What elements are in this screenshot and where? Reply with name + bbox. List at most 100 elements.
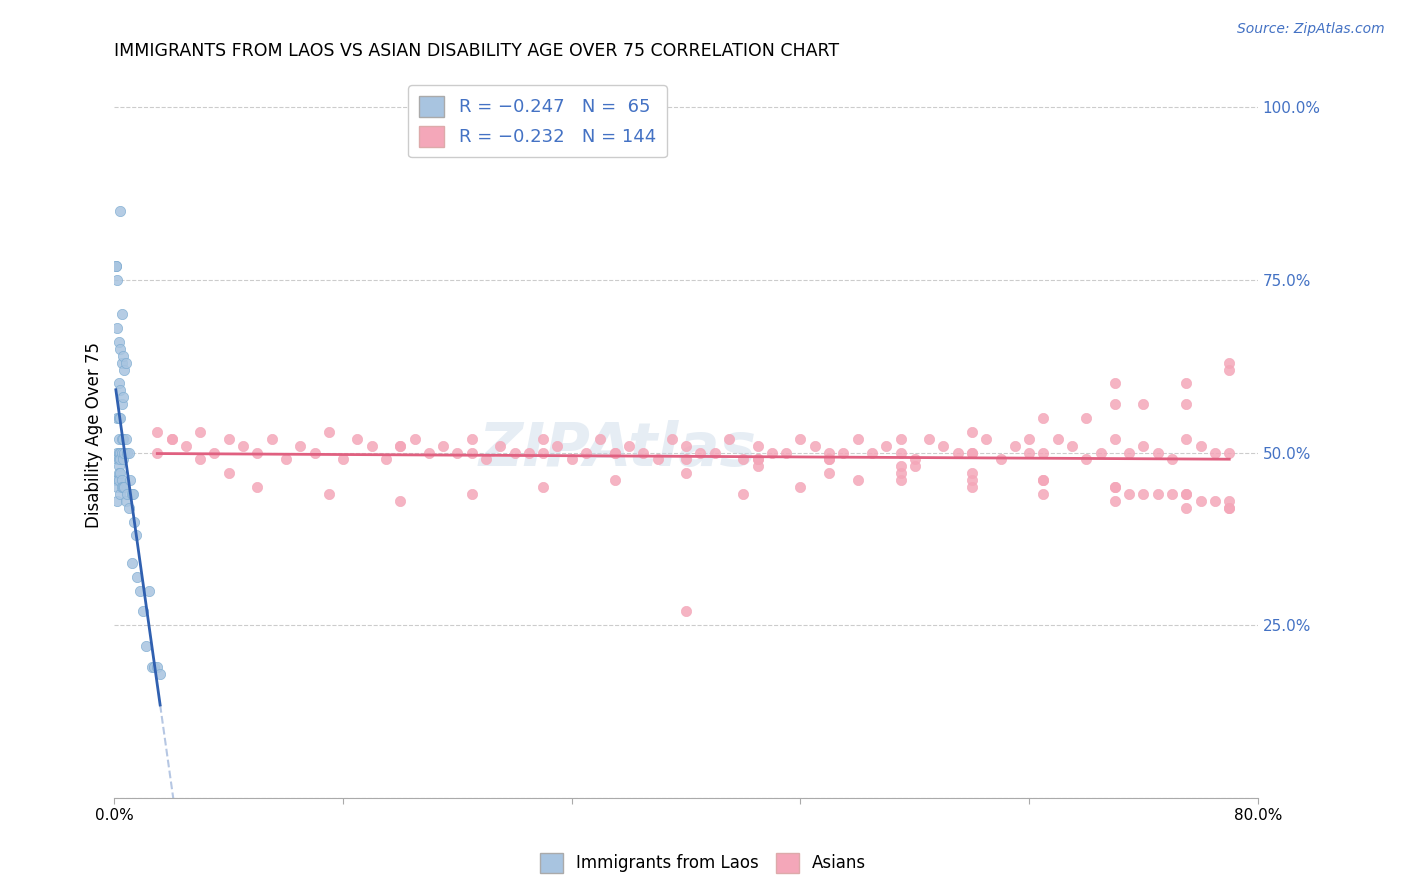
Point bbox=[110, 480, 132, 494]
Point bbox=[531, 445, 554, 459]
Point bbox=[517, 445, 540, 459]
Point bbox=[1132, 439, 1154, 453]
Point bbox=[1175, 487, 1198, 501]
Point bbox=[160, 432, 183, 446]
Point bbox=[143, 659, 166, 673]
Point bbox=[617, 439, 640, 453]
Point bbox=[675, 439, 697, 453]
Point bbox=[1189, 439, 1212, 453]
Point bbox=[561, 452, 583, 467]
Point bbox=[118, 500, 141, 515]
Point bbox=[125, 528, 148, 542]
Point bbox=[589, 432, 612, 446]
Point bbox=[117, 487, 139, 501]
Point bbox=[860, 445, 883, 459]
Point bbox=[121, 487, 143, 501]
Point bbox=[111, 349, 134, 363]
Point bbox=[575, 445, 598, 459]
Point bbox=[104, 259, 127, 273]
Point bbox=[1175, 487, 1198, 501]
Point bbox=[960, 445, 983, 459]
Point bbox=[146, 425, 169, 439]
Point bbox=[747, 459, 769, 474]
Point bbox=[803, 439, 825, 453]
Point bbox=[531, 432, 554, 446]
Point bbox=[124, 515, 146, 529]
Point bbox=[703, 445, 725, 459]
Point bbox=[733, 487, 755, 501]
Point bbox=[1018, 445, 1040, 459]
Point bbox=[107, 411, 129, 425]
Point bbox=[889, 473, 911, 487]
Point bbox=[960, 473, 983, 487]
Point bbox=[108, 203, 131, 218]
Point bbox=[747, 439, 769, 453]
Point bbox=[904, 459, 927, 474]
Point bbox=[832, 445, 855, 459]
Point bbox=[332, 452, 354, 467]
Point bbox=[129, 583, 152, 598]
Legend: R = −0.247   N =  65, R = −0.232   N = 144: R = −0.247 N = 65, R = −0.232 N = 144 bbox=[408, 85, 666, 158]
Point bbox=[107, 334, 129, 349]
Point bbox=[204, 445, 226, 459]
Point bbox=[1004, 439, 1026, 453]
Point bbox=[108, 411, 131, 425]
Point bbox=[346, 432, 368, 446]
Point bbox=[647, 452, 669, 467]
Point bbox=[489, 439, 512, 453]
Point bbox=[111, 452, 134, 467]
Point bbox=[107, 376, 129, 391]
Point bbox=[1104, 494, 1126, 508]
Point bbox=[818, 445, 841, 459]
Point bbox=[889, 459, 911, 474]
Point bbox=[1076, 452, 1098, 467]
Point bbox=[932, 439, 955, 453]
Point bbox=[108, 342, 131, 356]
Point bbox=[117, 445, 139, 459]
Point bbox=[1046, 432, 1069, 446]
Point bbox=[105, 473, 128, 487]
Point bbox=[633, 445, 655, 459]
Legend: Immigrants from Laos, Asians: Immigrants from Laos, Asians bbox=[533, 847, 873, 880]
Point bbox=[105, 411, 128, 425]
Point bbox=[105, 273, 128, 287]
Point bbox=[675, 452, 697, 467]
Point bbox=[105, 494, 128, 508]
Point bbox=[132, 605, 155, 619]
Point bbox=[174, 439, 197, 453]
Point bbox=[246, 445, 269, 459]
Point bbox=[1175, 432, 1198, 446]
Point bbox=[404, 432, 426, 446]
Point bbox=[1118, 487, 1140, 501]
Point bbox=[246, 480, 269, 494]
Point bbox=[108, 384, 131, 398]
Point bbox=[110, 356, 132, 370]
Point bbox=[260, 432, 283, 446]
Point bbox=[1032, 487, 1054, 501]
Point bbox=[107, 445, 129, 459]
Point bbox=[290, 439, 312, 453]
Point bbox=[689, 445, 711, 459]
Point bbox=[475, 452, 498, 467]
Point bbox=[127, 570, 149, 584]
Point bbox=[389, 439, 412, 453]
Point bbox=[318, 487, 340, 501]
Point bbox=[461, 487, 484, 501]
Point bbox=[105, 445, 128, 459]
Point bbox=[747, 452, 769, 467]
Point bbox=[789, 432, 811, 446]
Point bbox=[105, 452, 128, 467]
Point bbox=[188, 452, 211, 467]
Point bbox=[318, 425, 340, 439]
Point bbox=[1218, 362, 1240, 376]
Point bbox=[149, 666, 172, 681]
Point bbox=[112, 445, 135, 459]
Point bbox=[1218, 356, 1240, 370]
Point bbox=[1189, 494, 1212, 508]
Point bbox=[1104, 480, 1126, 494]
Point bbox=[360, 439, 382, 453]
Point bbox=[733, 452, 755, 467]
Point bbox=[547, 439, 569, 453]
Point bbox=[111, 390, 134, 404]
Point bbox=[761, 445, 783, 459]
